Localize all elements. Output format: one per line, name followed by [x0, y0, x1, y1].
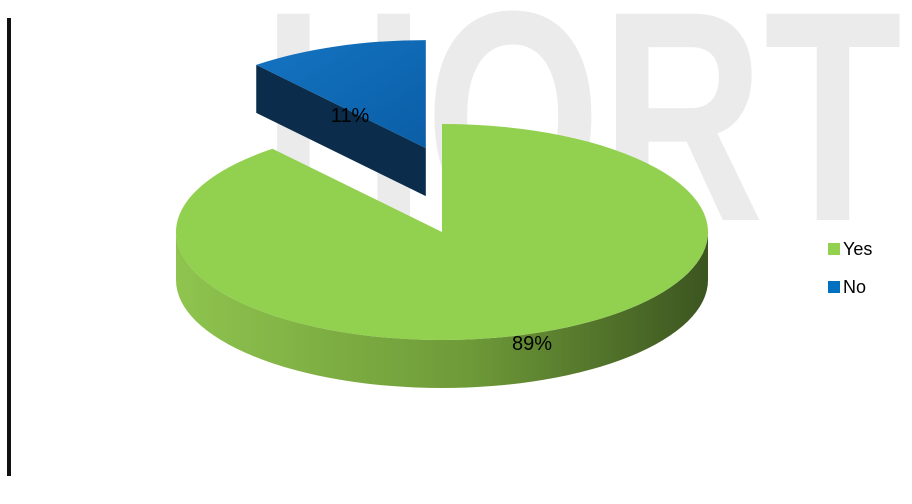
- left-border-line: [7, 18, 11, 476]
- legend-item-yes: Yes: [828, 236, 872, 262]
- legend-swatch-yes: [828, 243, 840, 255]
- pie-slice-no-side: [256, 64, 426, 197]
- legend-label-yes: Yes: [843, 238, 873, 259]
- legend-swatch-no: [828, 281, 840, 293]
- data-label-no: 11%: [331, 105, 370, 127]
- legend-label-no: No: [843, 276, 867, 297]
- data-label-yes: 89%: [512, 333, 552, 355]
- legend: Yes No: [828, 236, 872, 312]
- legend-item-no: No: [828, 274, 872, 300]
- pie-slice-yes-side: [176, 232, 708, 388]
- pie-slice-yes: [176, 124, 709, 340]
- pie-slice-no: [256, 40, 426, 149]
